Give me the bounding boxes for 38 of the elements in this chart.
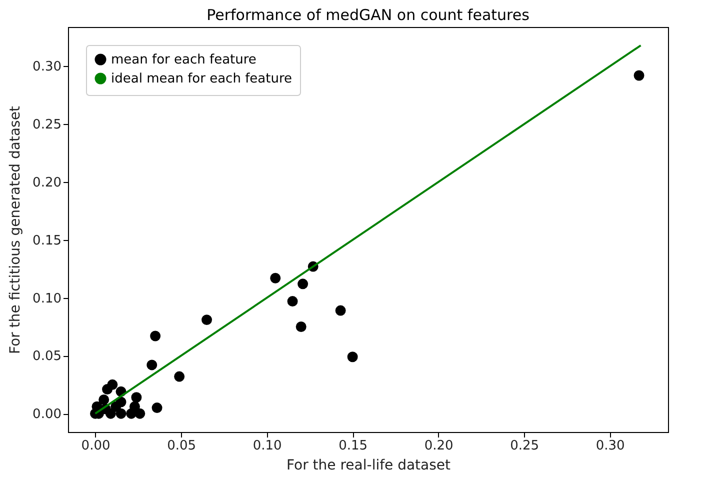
point <box>270 272 281 284</box>
point <box>296 322 306 332</box>
legend-label: ideal mean for each feature <box>111 72 292 86</box>
x-tick-label: 0.00 <box>81 438 110 454</box>
y-tick-label: 0.20 <box>32 176 62 191</box>
point <box>634 70 644 81</box>
point <box>98 394 110 405</box>
point <box>347 352 358 362</box>
point <box>116 408 126 419</box>
y-tick-label: 0.25 <box>32 118 62 133</box>
point <box>335 305 346 316</box>
x-tick-label: 0.15 <box>338 438 368 454</box>
x-tick-label: 0.30 <box>596 438 625 454</box>
point <box>150 330 161 342</box>
chart-title: Performance of medGAN on count features <box>206 6 530 24</box>
point <box>102 384 113 395</box>
y-tick-label: 0.30 <box>32 60 62 75</box>
y-tick-label: 0.05 <box>32 349 62 364</box>
point <box>174 371 185 382</box>
point <box>152 402 162 414</box>
x-tick-label: 0.20 <box>424 438 454 454</box>
point <box>131 392 142 403</box>
point <box>129 401 140 412</box>
point <box>202 314 212 326</box>
point <box>110 401 122 412</box>
y-axis-title: For the fictitious generated dataset <box>8 106 24 354</box>
y-tick-label: 0.10 <box>32 291 62 306</box>
x-tick-label: 0.25 <box>510 438 540 454</box>
point <box>298 278 308 290</box>
x-tick-label: 0.10 <box>252 438 282 454</box>
legend-label: mean for each feature <box>111 52 256 68</box>
y-tick-label: 0.15 <box>32 233 62 248</box>
x-axis-title: For the real-life dataset <box>286 458 452 474</box>
point <box>146 360 158 370</box>
y-tick-label: 0.00 <box>32 407 62 422</box>
point <box>134 408 146 419</box>
x-tick-label: 0.05 <box>167 438 196 454</box>
point <box>287 296 298 307</box>
